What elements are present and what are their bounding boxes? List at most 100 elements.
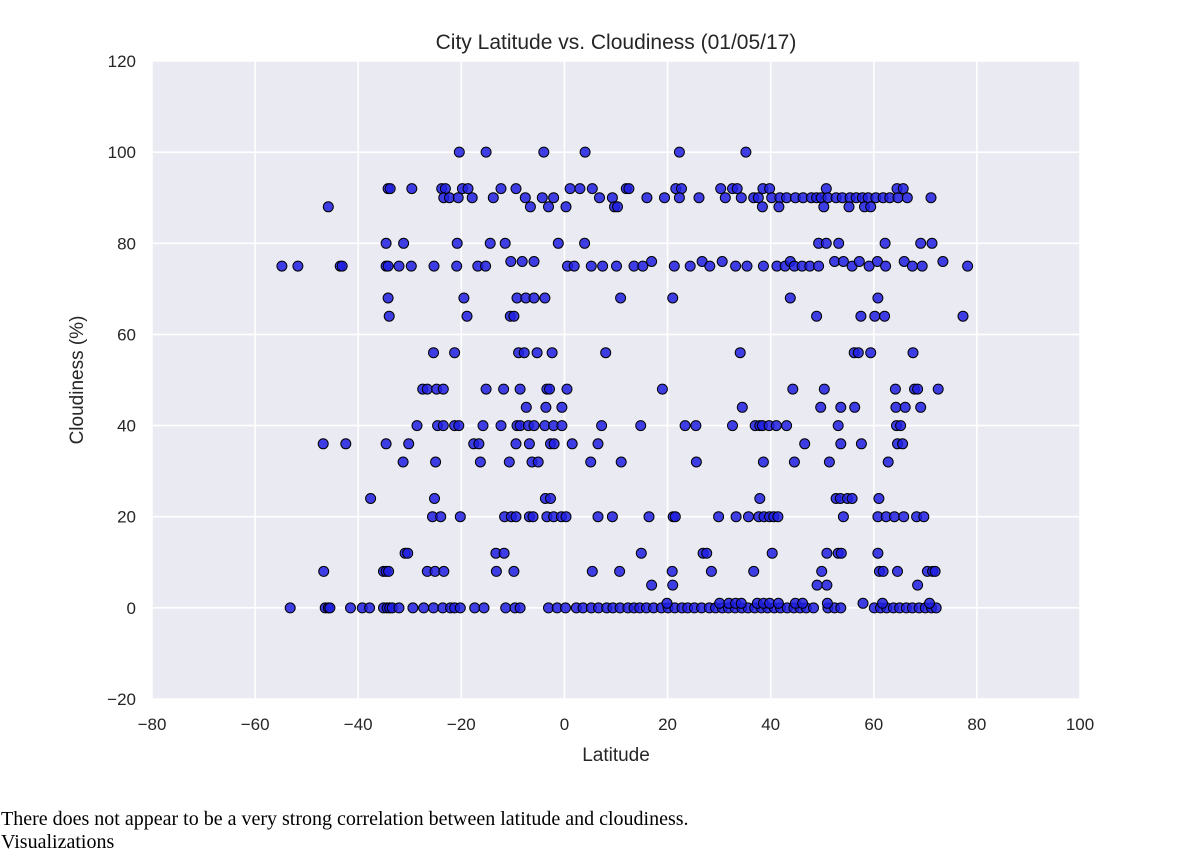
data-point: [612, 201, 623, 213]
data-point: [520, 401, 532, 413]
data-point: [735, 597, 747, 609]
data-point: [398, 237, 410, 249]
data-point: [818, 201, 830, 213]
data-point: [846, 493, 858, 504]
data-point: [912, 383, 924, 395]
data-point: [382, 292, 394, 304]
data-point: [693, 192, 705, 204]
data-point: [600, 347, 612, 359]
data-point: [740, 146, 752, 158]
data-point: [897, 438, 909, 450]
data-point: [428, 347, 439, 359]
data-point: [500, 602, 512, 614]
data-point: [276, 260, 288, 272]
data-point: [646, 256, 658, 267]
data-point: [480, 146, 492, 158]
data-point: [594, 192, 605, 204]
data-point: [498, 383, 510, 395]
chart-title: City Latitude vs. Cloudiness (01/05/17): [436, 31, 797, 54]
data-point: [543, 201, 554, 213]
data-point: [397, 456, 409, 468]
data-point: [690, 420, 702, 432]
data-point: [879, 310, 891, 322]
data-point: [764, 183, 776, 195]
data-point: [402, 547, 414, 559]
data-point: [816, 565, 828, 577]
data-point: [962, 260, 974, 272]
data-point: [451, 237, 463, 249]
data-point: [701, 547, 713, 559]
x-tick-labels: −80 −60 −40 −20 0 20 40 60 80 100: [138, 715, 1095, 734]
y-tick-label: 60: [117, 325, 136, 344]
data-point: [544, 383, 555, 395]
data-point: [560, 201, 572, 213]
data-point: [568, 260, 580, 272]
data-point: [918, 511, 930, 523]
data-point: [592, 438, 604, 450]
data-point: [808, 602, 819, 614]
data-point: [478, 602, 490, 614]
data-point: [835, 438, 847, 450]
data-point: [924, 597, 935, 609]
y-tick-label: 120: [108, 52, 136, 71]
data-point: [480, 383, 492, 395]
data-point: [411, 420, 423, 432]
data-point: [787, 383, 799, 395]
caption: There does not appear to be a very stron…: [1, 808, 689, 854]
data-point: [421, 383, 433, 395]
data-point: [667, 579, 679, 591]
data-point: [673, 192, 685, 204]
data-point: [606, 511, 618, 523]
data-point: [815, 401, 827, 413]
data-point: [403, 438, 415, 450]
data-point: [556, 420, 568, 432]
data-point: [585, 456, 597, 468]
data-point: [690, 456, 702, 468]
data-point: [895, 420, 907, 432]
data-point: [646, 579, 658, 591]
data-point: [668, 260, 680, 272]
data-point: [546, 347, 558, 359]
data-point: [797, 597, 809, 609]
data-point: [469, 602, 481, 614]
y-tick-label: 40: [117, 417, 136, 436]
data-point: [438, 565, 450, 577]
data-point: [855, 310, 867, 322]
data-point: [451, 260, 463, 272]
data-point: [820, 183, 832, 195]
data-point: [857, 597, 869, 609]
data-point: [667, 292, 679, 304]
data-point: [715, 183, 727, 195]
data-point: [880, 260, 892, 272]
data-point: [428, 260, 440, 272]
data-point: [925, 192, 937, 204]
data-point: [871, 256, 883, 267]
data-point: [564, 183, 576, 195]
x-tick-label: −80: [138, 715, 167, 734]
data-point: [821, 597, 833, 609]
data-point: [835, 547, 847, 559]
data-point: [495, 420, 507, 432]
data-point: [852, 347, 864, 359]
data-point: [487, 192, 499, 204]
data-point: [407, 602, 419, 614]
data-point: [890, 401, 902, 413]
data-point: [322, 201, 334, 213]
data-point: [821, 547, 833, 559]
data-point: [673, 146, 685, 158]
data-point: [473, 438, 485, 450]
data-point: [340, 438, 352, 450]
x-tick-label: −60: [241, 715, 270, 734]
data-point: [716, 256, 728, 267]
data-point: [623, 183, 635, 195]
data-point: [499, 237, 511, 249]
data-point: [855, 438, 867, 450]
data-point: [510, 438, 522, 450]
data-point: [560, 511, 572, 523]
data-point: [318, 565, 330, 577]
data-point: [611, 260, 622, 272]
data-point: [586, 183, 598, 195]
data-point: [641, 192, 653, 204]
data-point: [548, 192, 560, 204]
data-point: [556, 401, 568, 413]
